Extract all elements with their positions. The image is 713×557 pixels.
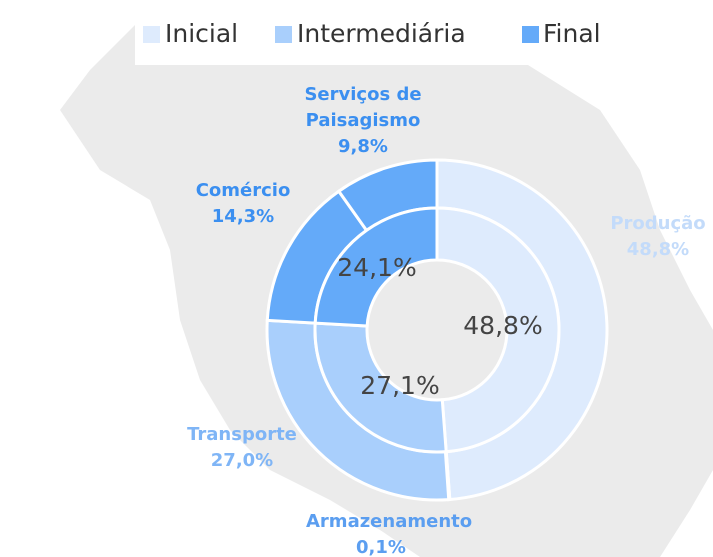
value-label: 14,3% bbox=[211, 206, 275, 227]
category-label: Transporte bbox=[187, 424, 297, 445]
inner-value-label: 48,8% bbox=[463, 311, 542, 340]
legend-swatch bbox=[143, 26, 160, 43]
inner-value-label: 27,1% bbox=[360, 371, 439, 400]
legend-label: Intermediária bbox=[297, 19, 466, 48]
category-label: Armazenamento bbox=[306, 511, 473, 532]
inner-value-label: 24,1% bbox=[337, 253, 416, 282]
value-label: 0,1% bbox=[356, 537, 406, 557]
category-label: Produção bbox=[610, 213, 706, 234]
donut-slice bbox=[313, 321, 448, 454]
legend-label: Inicial bbox=[165, 19, 238, 48]
donut-slice bbox=[313, 206, 439, 328]
value-label: 27,0% bbox=[210, 450, 274, 471]
legend-swatch bbox=[522, 26, 539, 43]
category-label: Comércio bbox=[195, 180, 291, 201]
donut-slice bbox=[435, 206, 561, 454]
value-label: 9,8% bbox=[338, 136, 388, 157]
legend-box bbox=[135, 5, 635, 65]
value-label: 48,8% bbox=[626, 239, 690, 260]
legend-swatch bbox=[275, 26, 292, 43]
legend-label: Final bbox=[543, 19, 601, 48]
category-label: Serviços de Paisagismo bbox=[304, 84, 422, 131]
